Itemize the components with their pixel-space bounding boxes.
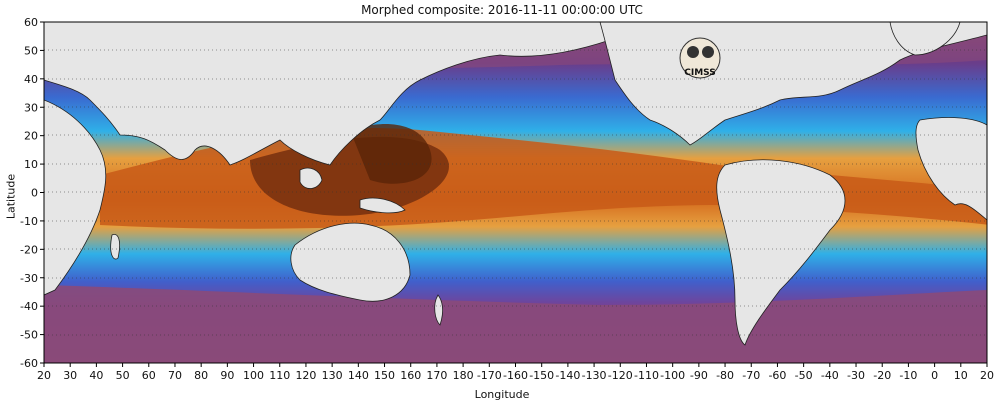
land-new-zealand [434,294,444,326]
x-tick-label: 30 [63,369,77,382]
x-tick-label: -160 [503,369,528,382]
y-tick-label: -50 [20,329,38,342]
x-axis-label: Longitude [474,388,530,401]
y-tick-label: -40 [20,300,38,313]
land-eurasia [44,22,641,166]
x-tick-label: -70 [742,369,760,382]
x-tick-label: 110 [269,369,290,382]
x-axis-ticks: 20 30 40 50 60 70 80 90 100 110 120 130 140 150 160 170… [37,363,994,382]
land-borneo [299,167,323,189]
y-tick-label: -60 [20,357,38,370]
y-tick-label: -20 [20,243,38,256]
x-tick-label: 180 [453,369,474,382]
land-west-africa [915,117,987,221]
map-title: Morphed composite: 2016-11-11 00:00:00 U… [361,3,643,17]
y-tick-label: 30 [24,101,38,114]
x-tick-label: 60 [142,369,156,382]
x-tick-label: 100 [243,369,264,382]
x-tick-label: 140 [348,369,369,382]
land-madagascar [110,233,120,260]
land-new-guinea [359,197,406,214]
x-tick-label: -60 [768,369,786,382]
x-tick-label: -150 [529,369,554,382]
x-tick-label: 160 [400,369,421,382]
x-tick-label: -170 [477,369,502,382]
x-tick-label: -120 [608,369,633,382]
x-tick-label: 90 [220,369,234,382]
x-tick-label: 50 [116,369,130,382]
y-tick-label: 60 [24,16,38,29]
x-tick-label: 170 [426,369,447,382]
x-tick-label: 80 [194,369,208,382]
x-tick-label: -130 [582,369,607,382]
x-tick-label: 20 [37,369,51,382]
x-tick-label: 20 [980,369,994,382]
land-greenland [889,22,961,56]
x-tick-label: 70 [168,369,182,382]
y-tick-label: 50 [24,44,38,57]
y-axis-ticks: 60 50 40 30 20 10 0 -10 -20 -30 -40 -50 -60 [20,16,44,370]
x-tick-label: -140 [555,369,580,382]
x-tick-label: 40 [89,369,103,382]
x-tick-label: -90 [690,369,708,382]
x-tick-label: 120 [295,369,316,382]
cimss-logo-text: CIMSS [684,68,715,78]
deep-moisture-core-2 [350,124,432,184]
x-tick-label: 130 [322,369,343,382]
y-tick-label: -30 [20,272,38,285]
y-tick-label: 40 [24,73,38,86]
x-tick-label: 0 [931,369,938,382]
x-tick-label: 10 [954,369,968,382]
land-africa [44,99,107,296]
land-australia [290,222,411,302]
x-tick-label: -20 [873,369,891,382]
x-tick-label: -80 [716,369,734,382]
x-tick-label: 150 [374,369,395,382]
y-tick-label: 10 [24,158,38,171]
x-tick-label: -40 [821,369,839,382]
y-tick-label: -10 [20,215,38,228]
x-tick-label: -10 [899,369,917,382]
y-tick-label: 0 [31,187,38,200]
x-tick-label: -100 [660,369,685,382]
cimss-logo: CIMSS [679,37,721,79]
x-tick-label: -30 [847,369,865,382]
x-tick-label: -110 [634,369,659,382]
y-tick-label: 20 [24,130,38,143]
x-tick-label: -50 [795,369,813,382]
land-south-america [716,159,846,346]
